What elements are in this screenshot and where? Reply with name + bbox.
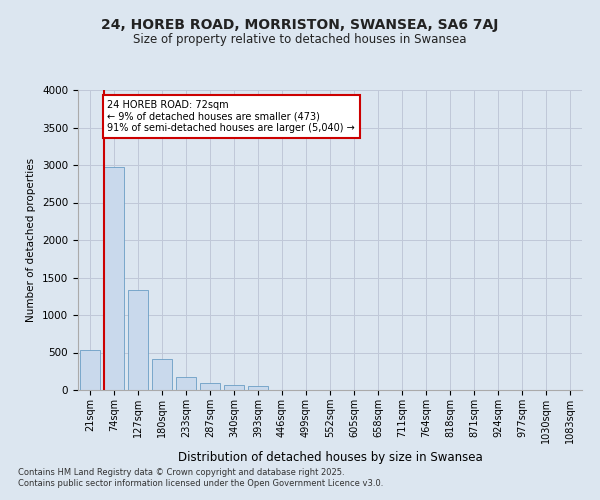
Bar — [224, 385, 244, 390]
X-axis label: Distribution of detached houses by size in Swansea: Distribution of detached houses by size … — [178, 451, 482, 464]
Bar — [200, 382, 220, 390]
Text: Size of property relative to detached houses in Swansea: Size of property relative to detached ho… — [133, 32, 467, 46]
Bar — [104, 167, 124, 390]
Text: 24 HOREB ROAD: 72sqm
← 9% of detached houses are smaller (473)
91% of semi-detac: 24 HOREB ROAD: 72sqm ← 9% of detached ho… — [107, 100, 355, 133]
Y-axis label: Number of detached properties: Number of detached properties — [26, 158, 37, 322]
Bar — [176, 377, 196, 390]
Text: Contains HM Land Registry data © Crown copyright and database right 2025.
Contai: Contains HM Land Registry data © Crown c… — [18, 468, 383, 487]
Text: 24, HOREB ROAD, MORRISTON, SWANSEA, SA6 7AJ: 24, HOREB ROAD, MORRISTON, SWANSEA, SA6 … — [101, 18, 499, 32]
Bar — [128, 290, 148, 390]
Bar — [248, 386, 268, 390]
Bar — [152, 358, 172, 390]
Bar — [80, 350, 100, 390]
